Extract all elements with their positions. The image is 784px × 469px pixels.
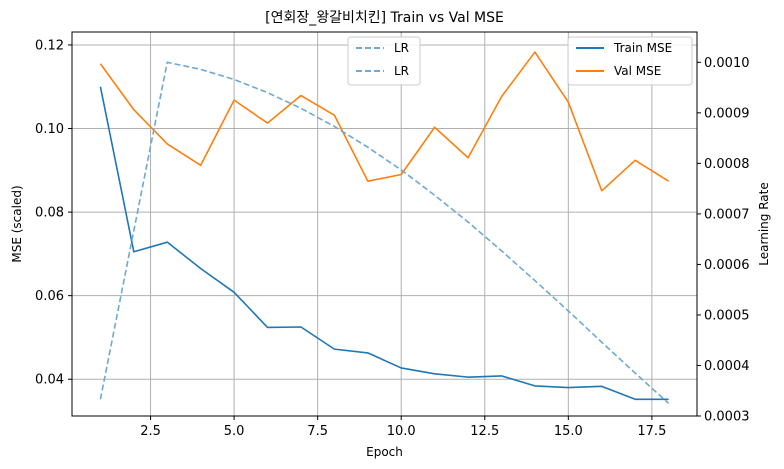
y2-tick-label: 0.0005 — [704, 308, 750, 323]
legend-lr-label-1: LR — [394, 41, 409, 55]
y2-tick-label: 0.0008 — [704, 157, 750, 172]
plot-frame — [71, 31, 698, 417]
x-tick-label: 7.5 — [307, 424, 328, 439]
legend-mse: Train MSE Val MSE — [567, 36, 693, 86]
legend-mse-label-val: Val MSE — [614, 64, 661, 78]
legend-lr-label-2: LR — [394, 64, 409, 78]
y2-tick-label: 0.0003 — [704, 410, 750, 425]
y-axis-left: 0.04 0.06 0.08 0.10 0.12 — [35, 38, 72, 388]
y2-tick-label: 0.0004 — [704, 359, 750, 374]
x-tick-label: 2.5 — [140, 424, 161, 439]
y2-tick-label: 0.0007 — [704, 207, 750, 222]
y-tick-label: 0.06 — [35, 289, 64, 304]
y2-tick-label: 0.0010 — [704, 56, 750, 71]
x-tick-label: 12.5 — [470, 424, 499, 439]
y2-axis-title: Learning Rate — [757, 182, 771, 265]
y2-tick-label: 0.0009 — [704, 106, 750, 121]
y-tick-label: 0.08 — [35, 206, 64, 221]
series-layer — [99, 51, 670, 404]
y-axis-right: 0.0003 0.0004 0.0005 0.0006 0.0007 0.0008 0.00… — [697, 56, 750, 425]
x-axis-title: Epoch — [366, 445, 403, 459]
x-tick-label: 5.0 — [224, 424, 245, 439]
legend-lr: LR LR — [347, 36, 421, 86]
chart-title: [연회장_왕갈비치킨] Train vs Val MSE — [265, 10, 504, 26]
x-tick-label: 17.5 — [637, 424, 666, 439]
y2-tick-label: 0.0006 — [704, 258, 750, 273]
series-line-train-mse — [99, 86, 669, 401]
legend-lr-box — [347, 36, 421, 86]
legend-mse-label-train: Train MSE — [613, 41, 672, 55]
x-tick-label: 10.0 — [387, 424, 416, 439]
y-axis-title: MSE (scaled) — [10, 185, 24, 262]
y-tick-label: 0.12 — [35, 38, 64, 53]
series-line-lr — [99, 61, 670, 404]
grid — [72, 32, 697, 416]
y-tick-label: 0.10 — [35, 122, 64, 137]
x-axis: 2.5 5.0 7.5 10.0 12.5 15.0 17.5 — [140, 416, 666, 439]
y-tick-label: 0.04 — [35, 373, 64, 388]
series-line-val-mse — [99, 51, 670, 192]
x-tick-label: 15.0 — [554, 424, 583, 439]
